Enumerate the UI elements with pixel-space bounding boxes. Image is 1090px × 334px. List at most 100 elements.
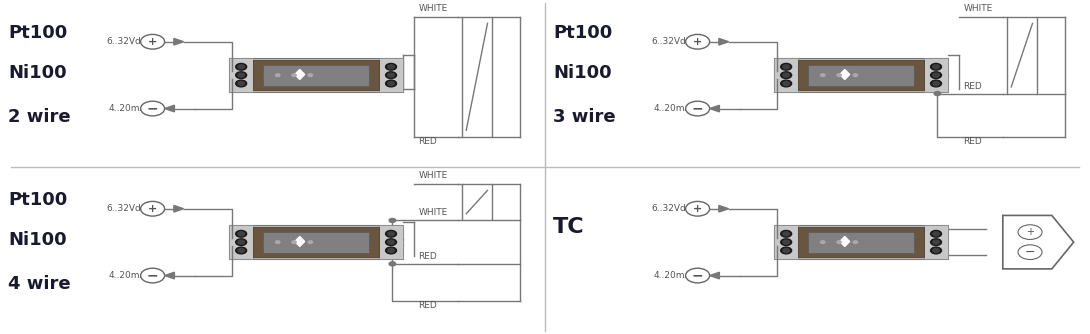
Text: −: − bbox=[147, 269, 158, 283]
Circle shape bbox=[933, 248, 940, 253]
Circle shape bbox=[238, 240, 244, 244]
Text: −: − bbox=[692, 102, 703, 116]
Circle shape bbox=[292, 241, 296, 243]
Text: 6..32Vdc: 6..32Vdc bbox=[107, 37, 146, 46]
Circle shape bbox=[931, 230, 942, 237]
Bar bbox=[229, 58, 253, 92]
Circle shape bbox=[933, 240, 940, 244]
Circle shape bbox=[238, 81, 244, 86]
Bar bbox=[379, 58, 403, 92]
Bar bbox=[263, 232, 370, 253]
Circle shape bbox=[235, 63, 246, 70]
Text: 4..20mA: 4..20mA bbox=[653, 104, 691, 113]
Polygon shape bbox=[165, 105, 174, 112]
Text: +: + bbox=[693, 37, 702, 47]
Bar bbox=[253, 227, 379, 257]
Text: TC: TC bbox=[553, 217, 585, 237]
Circle shape bbox=[141, 268, 165, 283]
Text: +: + bbox=[693, 204, 702, 214]
Circle shape bbox=[389, 262, 396, 266]
Polygon shape bbox=[840, 69, 850, 79]
Circle shape bbox=[1018, 225, 1042, 239]
Circle shape bbox=[388, 81, 395, 86]
Bar bbox=[774, 58, 798, 92]
Text: RED: RED bbox=[419, 137, 437, 146]
Circle shape bbox=[933, 65, 940, 69]
Circle shape bbox=[238, 65, 244, 69]
Circle shape bbox=[388, 248, 395, 253]
Circle shape bbox=[783, 240, 789, 244]
Circle shape bbox=[931, 63, 942, 70]
Circle shape bbox=[235, 230, 246, 237]
Text: +: + bbox=[148, 204, 157, 214]
Circle shape bbox=[238, 232, 244, 236]
Circle shape bbox=[141, 101, 165, 116]
Bar bbox=[924, 58, 948, 92]
Circle shape bbox=[235, 247, 246, 254]
Circle shape bbox=[386, 230, 397, 237]
Text: 4 wire: 4 wire bbox=[9, 275, 71, 293]
Polygon shape bbox=[174, 38, 183, 45]
Bar bbox=[774, 225, 798, 259]
Circle shape bbox=[780, 239, 791, 245]
Circle shape bbox=[837, 241, 841, 243]
Text: +: + bbox=[148, 37, 157, 47]
Circle shape bbox=[141, 34, 165, 49]
Bar bbox=[229, 225, 253, 259]
Bar bbox=[462, 184, 492, 220]
Text: 6..32Vdc: 6..32Vdc bbox=[107, 204, 146, 213]
Circle shape bbox=[1018, 245, 1042, 260]
Circle shape bbox=[388, 73, 395, 77]
Polygon shape bbox=[165, 272, 174, 279]
Circle shape bbox=[235, 80, 246, 87]
Circle shape bbox=[388, 240, 395, 244]
Circle shape bbox=[931, 72, 942, 78]
Text: RED: RED bbox=[419, 301, 437, 310]
Bar bbox=[924, 225, 948, 259]
Circle shape bbox=[235, 239, 246, 245]
Circle shape bbox=[686, 201, 710, 216]
Circle shape bbox=[931, 247, 942, 254]
Circle shape bbox=[853, 241, 858, 243]
Text: RED: RED bbox=[964, 81, 982, 91]
Circle shape bbox=[933, 232, 940, 236]
Circle shape bbox=[238, 73, 244, 77]
Polygon shape bbox=[294, 236, 304, 246]
Circle shape bbox=[386, 72, 397, 78]
Text: 4..20mA: 4..20mA bbox=[108, 271, 146, 280]
Circle shape bbox=[388, 232, 395, 236]
Circle shape bbox=[931, 239, 942, 245]
Circle shape bbox=[686, 34, 710, 49]
Circle shape bbox=[308, 241, 313, 243]
Text: RED: RED bbox=[419, 252, 437, 261]
Text: 4..20mA: 4..20mA bbox=[108, 104, 146, 113]
Text: −: − bbox=[147, 102, 158, 116]
Text: WHITE: WHITE bbox=[419, 4, 448, 13]
Text: 4..20mA: 4..20mA bbox=[653, 271, 691, 280]
Text: −: − bbox=[1025, 246, 1036, 259]
Bar bbox=[253, 60, 379, 90]
Polygon shape bbox=[719, 205, 728, 212]
Circle shape bbox=[853, 74, 858, 76]
Polygon shape bbox=[294, 69, 304, 79]
Polygon shape bbox=[174, 205, 183, 212]
Bar bbox=[229, 58, 403, 92]
Circle shape bbox=[686, 101, 710, 116]
Circle shape bbox=[386, 63, 397, 70]
Circle shape bbox=[783, 65, 789, 69]
Bar bbox=[229, 225, 403, 259]
Circle shape bbox=[837, 74, 841, 76]
Text: 6..32Vdc: 6..32Vdc bbox=[652, 37, 691, 46]
Circle shape bbox=[780, 72, 791, 78]
Text: 2 wire: 2 wire bbox=[9, 108, 71, 126]
Circle shape bbox=[783, 81, 789, 86]
Text: 6..32Vdc: 6..32Vdc bbox=[652, 204, 691, 213]
Circle shape bbox=[388, 65, 395, 69]
Bar bbox=[462, 17, 492, 137]
Circle shape bbox=[821, 241, 825, 243]
Circle shape bbox=[783, 232, 789, 236]
Circle shape bbox=[276, 241, 280, 243]
Circle shape bbox=[386, 80, 397, 87]
Circle shape bbox=[386, 247, 397, 254]
Circle shape bbox=[308, 74, 313, 76]
